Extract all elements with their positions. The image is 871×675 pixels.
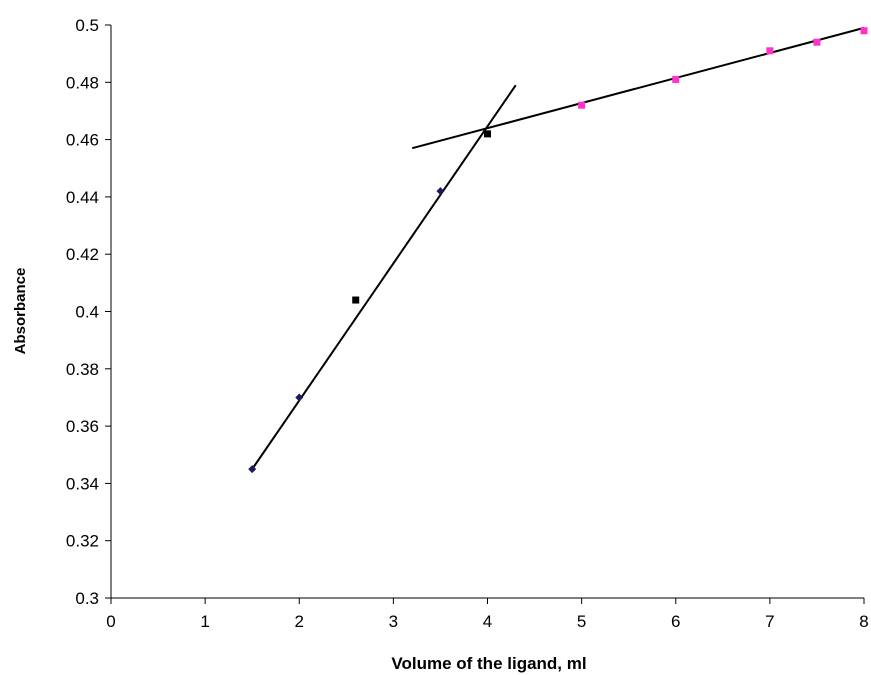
y-tick-label: 0.48	[66, 73, 99, 92]
y-tick-label: 0.4	[75, 303, 99, 322]
fit-line	[251, 84, 517, 470]
fit-lines	[251, 26, 865, 470]
x-tick-label: 3	[389, 612, 398, 631]
data-point-square	[860, 27, 868, 35]
data-point-square	[484, 130, 491, 138]
y-tick-label: 0.36	[66, 417, 99, 436]
y-tick-label: 0.42	[66, 245, 99, 264]
x-tick-label: 1	[200, 612, 209, 631]
x-tick-label: 6	[671, 612, 680, 631]
x-axis-title: Volume of the ligand, ml	[391, 654, 586, 673]
data-point-square	[352, 296, 360, 304]
data-point-diamond	[436, 187, 445, 196]
fit-line	[411, 26, 865, 150]
x-tick-label: 2	[295, 612, 304, 631]
y-tick-label: 0.32	[66, 532, 99, 551]
y-tick-label: 0.38	[66, 360, 99, 379]
data-point-diamond	[295, 393, 304, 402]
data-point-diamond	[248, 465, 257, 474]
x-tick-label: 7	[765, 612, 774, 631]
ticks: 0.3 0.32 0.34 0.36 0.38 0.4 0.42 0.44 0.46 0.48 0.…	[66, 16, 869, 631]
x-tick-label: 0	[106, 612, 115, 631]
y-tick-label: 0.44	[66, 188, 99, 207]
x-tick-label: 4	[483, 612, 492, 631]
data-point-square	[578, 101, 586, 109]
y-tick-label: 0.46	[66, 131, 99, 150]
axes	[110, 25, 864, 599]
y-tick-label: 0.34	[66, 474, 99, 493]
y-tick-label: 0.3	[75, 589, 99, 608]
data-point-square	[672, 75, 680, 83]
y-axis-title: Absorbance	[12, 268, 29, 355]
data-point-square	[813, 38, 821, 46]
x-tick-label: 8	[859, 612, 868, 631]
data-points	[248, 27, 868, 474]
x-tick-label: 5	[577, 612, 586, 631]
y-tick-label: 0.5	[75, 16, 99, 35]
data-point-square	[766, 47, 774, 55]
